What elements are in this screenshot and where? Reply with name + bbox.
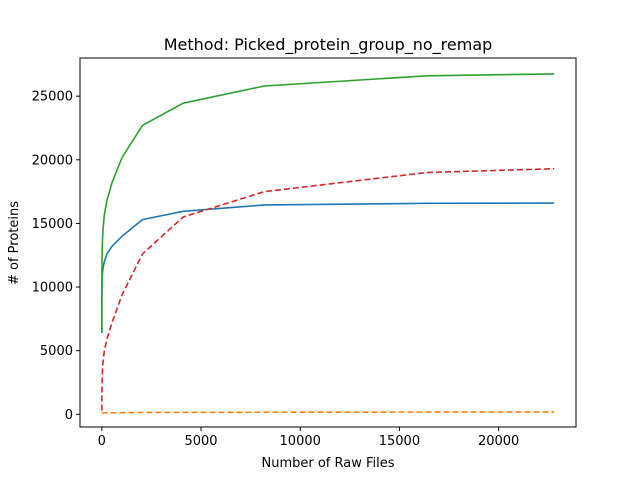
plot-background: [80, 58, 576, 427]
series-line-4: [101, 167, 555, 411]
series-line-2: [101, 411, 555, 415]
chart-title: Method: Picked_protein_group_no_remap: [164, 35, 493, 55]
x-axis-label: Number of Raw Files: [261, 456, 394, 471]
y-axis-label: # of Proteins: [7, 201, 22, 285]
y-tick-label: 0: [65, 408, 73, 423]
x-tick-label: 20000: [478, 434, 519, 449]
y-tick-label: 10000: [32, 281, 73, 296]
x-tick-label: 15000: [379, 434, 420, 449]
y-tick-label: 15000: [32, 217, 73, 232]
axes-frame: [79, 57, 577, 428]
y-tick-label: 20000: [32, 153, 73, 168]
plot-area: [80, 58, 576, 427]
x-tick-label: 0: [98, 434, 106, 449]
y-tick-label: 25000: [32, 90, 73, 105]
y-tick-label: 5000: [40, 344, 73, 359]
x-tick-label: 5000: [184, 434, 217, 449]
series-line-3: [101, 73, 555, 333]
x-tick-label: 10000: [280, 434, 321, 449]
series-layer: [101, 73, 555, 415]
axes-layer: 0 5000 10000 15000 20000 0 5000 10000 15000 20000…: [32, 57, 577, 449]
